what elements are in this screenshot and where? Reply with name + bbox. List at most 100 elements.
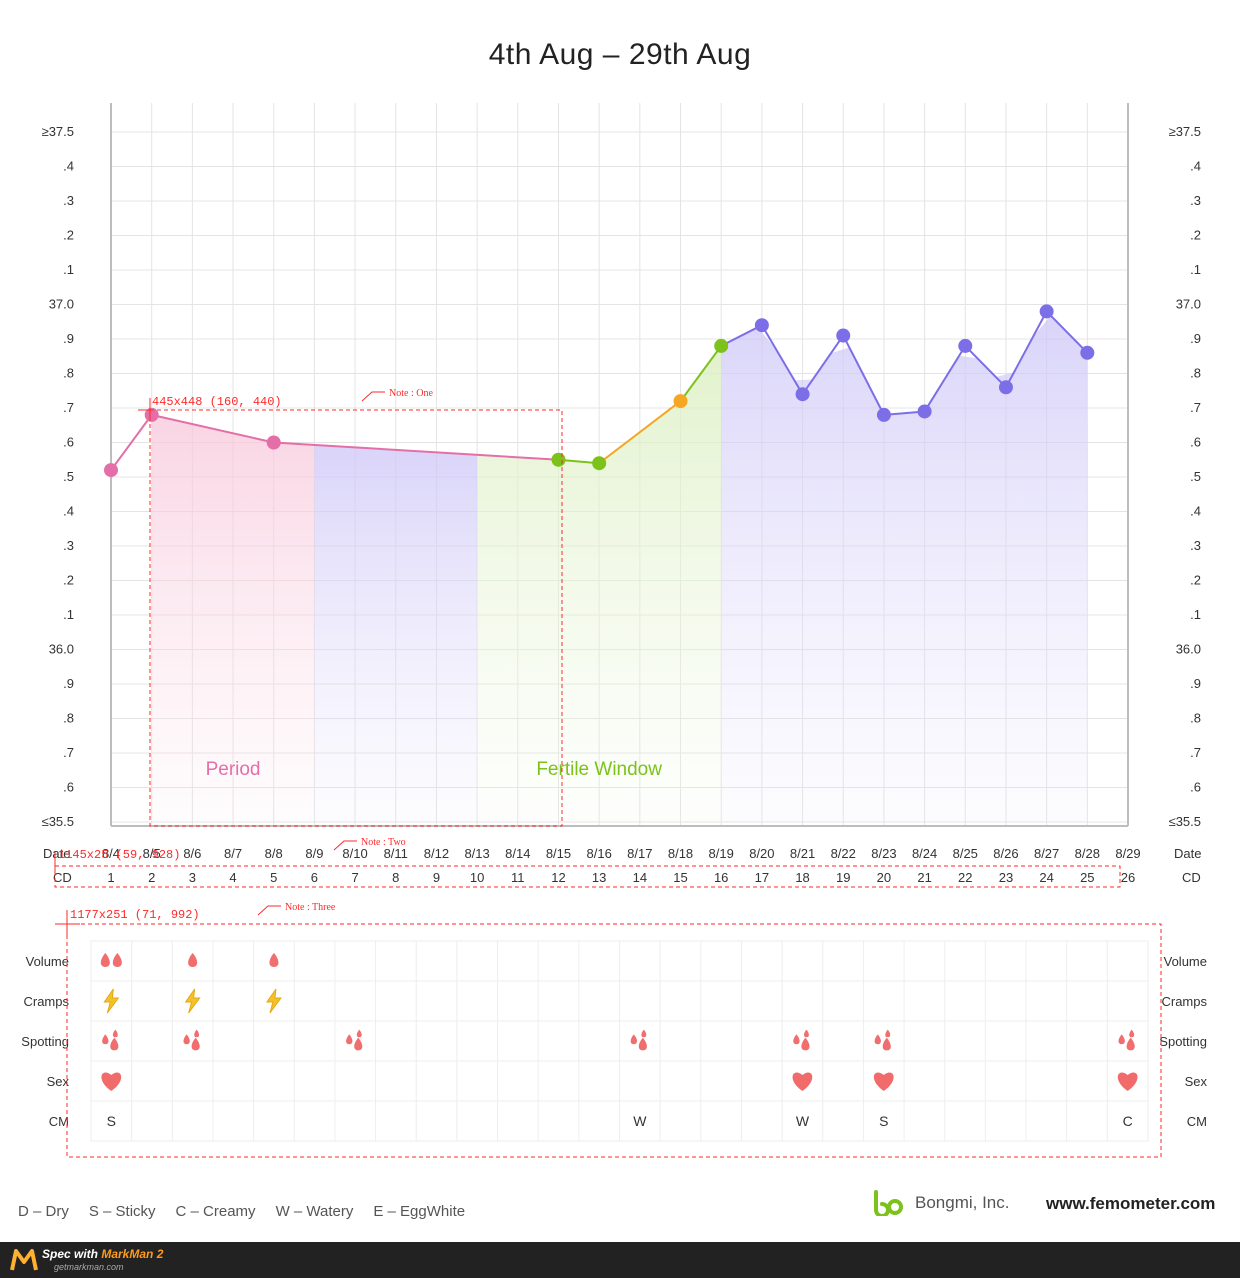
spotting-drop-icon bbox=[346, 1034, 353, 1045]
spotting-drop-icon bbox=[183, 1034, 190, 1045]
temp-segment bbox=[801, 334, 845, 395]
cd-tick-label: 16 bbox=[714, 870, 728, 885]
cm-code: W bbox=[796, 1113, 810, 1129]
date-tick-label: 8/29 bbox=[1115, 846, 1140, 861]
sex-heart-icon bbox=[792, 1072, 813, 1091]
temp-segment bbox=[842, 335, 885, 416]
volume-drop-icon bbox=[112, 953, 122, 967]
cm-code: C bbox=[1123, 1113, 1133, 1129]
symptom-row-label-right: Sex bbox=[1185, 1074, 1208, 1089]
temp-point bbox=[144, 407, 159, 422]
annotation-box-three-label: 1177x251 (71, 992) bbox=[70, 908, 200, 922]
y-tick-label-right: .1 bbox=[1190, 607, 1201, 622]
date-tick-label: 8/24 bbox=[912, 846, 937, 861]
annotation-note-two: Note : Two bbox=[361, 837, 406, 848]
temp-segment bbox=[761, 324, 804, 395]
spotting-drop-icon bbox=[110, 1037, 119, 1051]
sex-heart-icon bbox=[873, 1072, 894, 1091]
date-tick-label: 8/9 bbox=[305, 846, 323, 861]
cd-tick-label: 17 bbox=[755, 870, 769, 885]
y-axis-labels: ≥37.5 ≥37.5 .4 .4 .3 .3 .2 .2 .1 .1 37.0 37.0 .9 .9 .8… bbox=[42, 124, 1201, 829]
cd-tick-label: 7 bbox=[351, 870, 358, 885]
date-tick-label: 8/27 bbox=[1034, 846, 1059, 861]
cd-tick-label: 19 bbox=[836, 870, 850, 885]
y-tick-label-left: .4 bbox=[63, 159, 74, 174]
annotation-box-three bbox=[66, 923, 1162, 1158]
date-tick-label: 8/23 bbox=[871, 846, 896, 861]
date-tick-label: 8/21 bbox=[790, 846, 815, 861]
annotation-box-two-label: 1145x25 (59, 928) bbox=[58, 848, 180, 862]
cm-legend-item: D – Dry bbox=[18, 1203, 69, 1220]
cd-tick-label: 15 bbox=[673, 870, 687, 885]
y-tick-label-right: .6 bbox=[1190, 435, 1201, 450]
spotting-drop-icon bbox=[354, 1037, 363, 1051]
website-link[interactable]: www.femometer.com bbox=[1046, 1194, 1216, 1213]
annotation-box-one bbox=[149, 409, 563, 827]
date-tick-label: 8/26 bbox=[993, 846, 1018, 861]
phase-band-luteal bbox=[314, 444, 478, 822]
cd-tick-label: 3 bbox=[189, 870, 196, 885]
annotation-note-three: Note : Three bbox=[285, 902, 336, 913]
y-tick-label-left: ≥37.5 bbox=[42, 124, 74, 139]
y-tick-label-right: .5 bbox=[1190, 469, 1201, 484]
date-tick-label: 8/7 bbox=[224, 846, 242, 861]
spotting-drop-icon bbox=[112, 1029, 118, 1038]
y-tick-label-left: .6 bbox=[63, 435, 74, 450]
spotting-drop-icon bbox=[194, 1029, 200, 1038]
date-tick-label: 8/20 bbox=[749, 846, 774, 861]
y-tick-label-left: .3 bbox=[63, 193, 74, 208]
y-tick-label-right: .7 bbox=[1190, 400, 1201, 415]
temp-point bbox=[673, 394, 688, 409]
annotation-arrow-icon bbox=[257, 905, 281, 916]
date-tick-label: 8/22 bbox=[831, 846, 856, 861]
temp-point bbox=[104, 463, 118, 478]
y-tick-label-right: 36.0 bbox=[1176, 642, 1201, 657]
y-tick-label-left: .1 bbox=[63, 262, 74, 277]
cd-tick-label: 11 bbox=[511, 870, 525, 885]
cm-legend-item: W – Watery bbox=[275, 1203, 354, 1220]
markman-logo-icon bbox=[10, 1249, 38, 1271]
spotting-drop-icon bbox=[803, 1029, 809, 1038]
date-tick-label: 8/15 bbox=[546, 846, 571, 861]
date-axis-label-right: Date bbox=[1174, 846, 1201, 861]
cm-code: S bbox=[107, 1113, 116, 1129]
y-tick-label-right: .9 bbox=[1190, 331, 1201, 346]
y-tick-label-left: .7 bbox=[63, 400, 74, 415]
cd-tick-label: 18 bbox=[795, 870, 809, 885]
y-tick-label-left: .2 bbox=[63, 228, 74, 243]
symptom-row-label-left: Volume bbox=[26, 954, 69, 969]
y-tick-label-left: 36.0 bbox=[49, 642, 74, 657]
temp-point bbox=[266, 435, 281, 450]
spotting-drop-icon bbox=[885, 1029, 891, 1038]
spotting-drop-icon bbox=[638, 1037, 647, 1051]
spotting-drop-icon bbox=[1129, 1029, 1135, 1038]
spotting-drop-icon bbox=[801, 1037, 810, 1051]
y-tick-label-left: .7 bbox=[63, 745, 74, 760]
symptom-row-label-right: Spotting bbox=[1159, 1034, 1207, 1049]
fertile-window-label: Fertile Window bbox=[536, 759, 662, 780]
temp-segment bbox=[273, 441, 559, 461]
cd-tick-label: 6 bbox=[311, 870, 318, 885]
y-tick-label-left: .2 bbox=[63, 573, 74, 588]
symptom-row-label-left: Cramps bbox=[23, 994, 69, 1009]
annotation-arrow-icon bbox=[361, 391, 385, 402]
symptom-row-label-left: Spotting bbox=[21, 1034, 69, 1049]
symptom-row-label-right: Volume bbox=[1164, 954, 1207, 969]
company-brand: Bongmi, Inc. bbox=[873, 1190, 1010, 1216]
annotation-box-one-label: 445x448 (160, 440) bbox=[152, 395, 282, 409]
temp-point bbox=[551, 452, 566, 467]
x-axis-labels: Date CD Date CD 8/4 8/5 8/6 8/7 8/8 8/9 8/10 8/11 8/… bbox=[43, 846, 1201, 885]
y-tick-label-right: .2 bbox=[1190, 573, 1201, 588]
temp-point bbox=[795, 387, 810, 402]
cd-tick-label: 26 bbox=[1121, 870, 1135, 885]
temp-point bbox=[998, 380, 1013, 395]
cd-tick-label: 5 bbox=[270, 870, 277, 885]
cd-tick-label: 4 bbox=[229, 870, 236, 885]
y-tick-label-left: .8 bbox=[63, 711, 74, 726]
spotting-drop-icon bbox=[191, 1037, 200, 1051]
y-tick-label-left: 37.0 bbox=[49, 297, 74, 312]
spotting-drop-icon bbox=[102, 1034, 109, 1045]
annotation-box-two bbox=[54, 865, 1121, 888]
temp-segment bbox=[679, 345, 723, 402]
y-tick-label-right: 37.0 bbox=[1176, 297, 1201, 312]
